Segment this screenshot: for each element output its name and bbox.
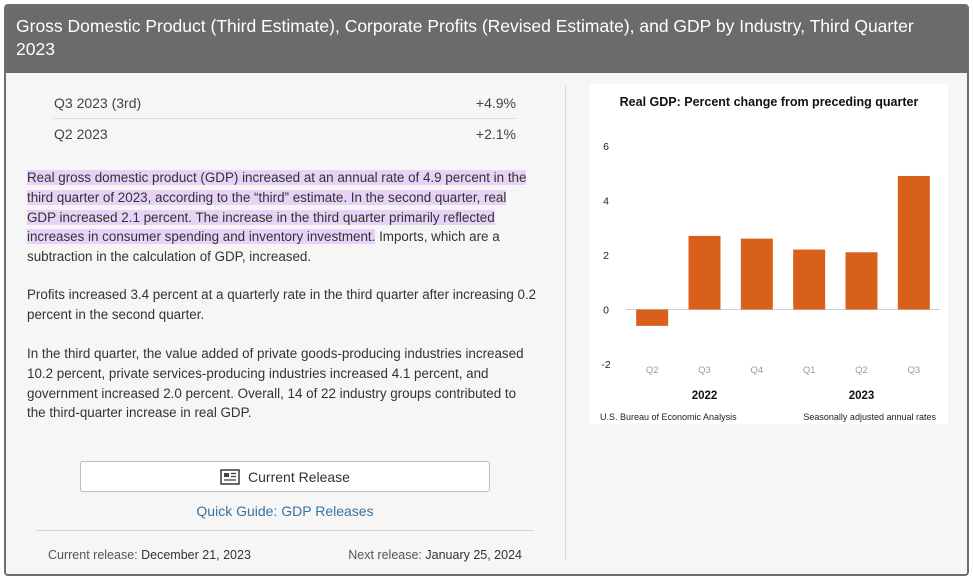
y-tick-label: 2 [603, 250, 609, 262]
release-title: Gross Domestic Product (Third Estimate),… [6, 6, 967, 73]
industry-paragraph: In the third quarter, the value added of… [27, 346, 524, 421]
gdp-bar-chart: Real GDP: Percent change from preceding … [600, 95, 940, 422]
chart-bar [740, 238, 773, 310]
divider [36, 530, 534, 531]
current-release-date: Current release: December 21, 2023 [48, 548, 251, 562]
gdp-chart: Real GDP: Percent change from preceding … [590, 84, 948, 424]
x-tick-label: Q2 [855, 365, 868, 376]
stat-value: +4.9% [475, 95, 516, 111]
x-tick-label: Q3 [698, 365, 711, 376]
chart-bar [897, 175, 930, 310]
chart-bar [793, 249, 826, 310]
year-label: 2023 [849, 390, 875, 402]
stat-row-q3: Q3 2023 (3rd) +4.9% [54, 95, 516, 119]
x-tick-label: Q4 [750, 365, 763, 376]
chart-source: U.S. Bureau of Economic Analysis [600, 412, 737, 422]
gdp-summary-paragraph: Real gross domestic product (GDP) increa… [27, 168, 537, 267]
next-release-date: Next release: January 25, 2024 [348, 548, 522, 562]
profits-paragraph: Profits increased 3.4 percent at a quart… [27, 287, 537, 322]
x-tick-label: Q3 [907, 365, 920, 376]
year-label: 2022 [692, 390, 718, 402]
chart-bar [845, 252, 878, 310]
stat-row-q2: Q2 2023 +2.1% [54, 126, 516, 149]
y-tick-label: 6 [603, 141, 609, 153]
chart-bar [688, 235, 721, 310]
y-tick-label: -2 [601, 359, 610, 371]
stat-label: Q3 2023 (3rd) [54, 95, 142, 111]
y-tick-label: 4 [603, 196, 609, 208]
document-icon [220, 468, 240, 485]
summary-column: Q3 2023 (3rd) +4.9% Q2 2023 +2.1% Real g… [6, 73, 566, 574]
stat-value: +2.1% [475, 126, 516, 142]
column-separator [565, 86, 566, 561]
x-tick-label: Q1 [803, 365, 816, 376]
stat-label: Q2 2023 [54, 126, 108, 142]
current-release-label: Current Release [248, 468, 350, 485]
release-panel: Gross Domestic Product (Third Estimate),… [4, 4, 969, 576]
quick-guide-link[interactable]: Quick Guide: GDP Releases [196, 503, 374, 519]
current-release-button[interactable]: Current Release [80, 461, 490, 492]
chart-title: Real GDP: Percent change from preceding … [620, 95, 919, 109]
release-dates: Current release: December 21, 2023 Next … [48, 548, 522, 562]
y-tick-label: 0 [603, 305, 609, 317]
x-tick-label: Q2 [646, 365, 659, 376]
chart-bar [636, 309, 669, 326]
chart-note: Seasonally adjusted annual rates [803, 412, 936, 422]
summary-text: Imports, which are a subtraction in the … [27, 229, 500, 265]
